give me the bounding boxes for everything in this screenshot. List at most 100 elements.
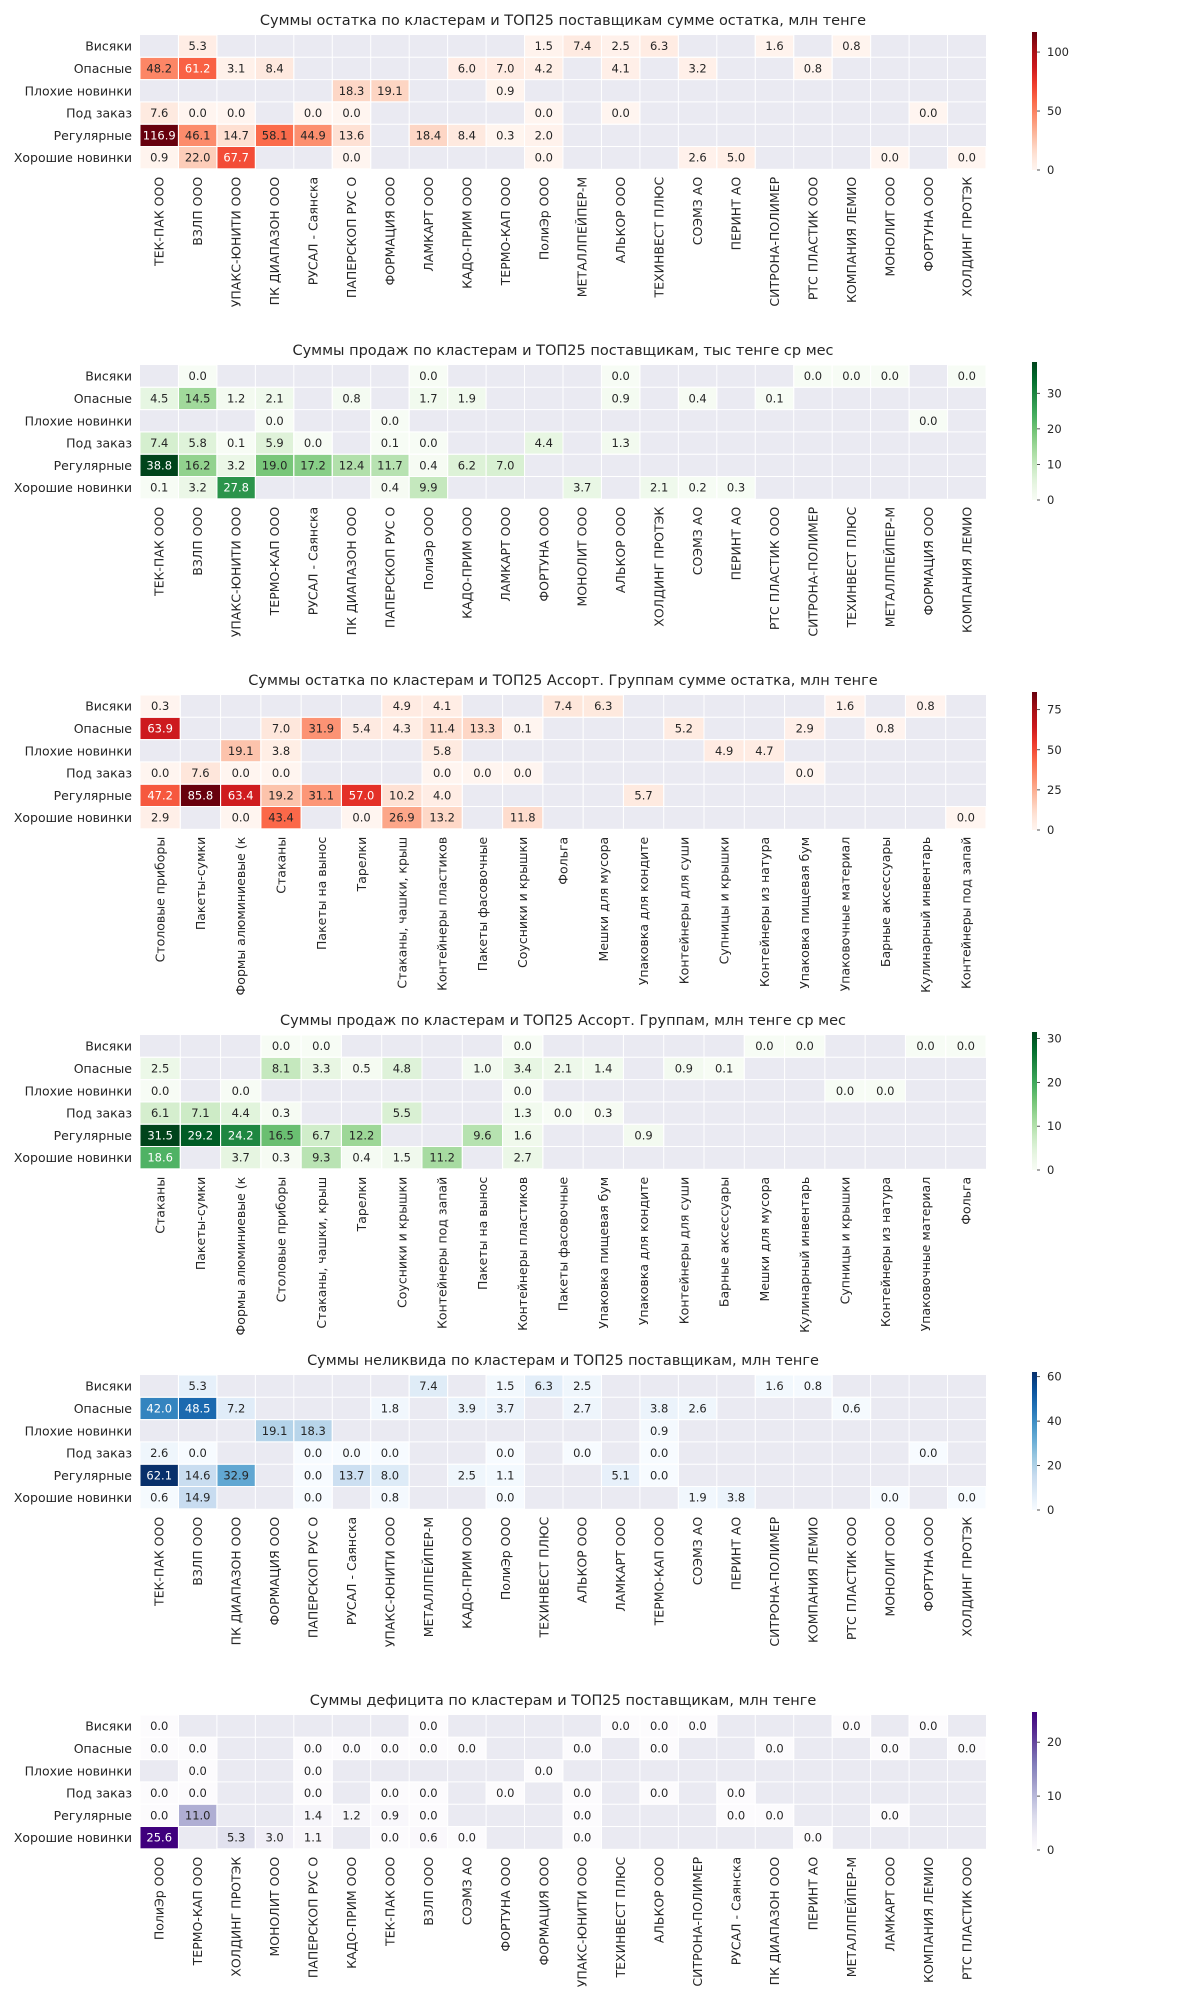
cell-value-label: 18.4 <box>416 128 442 142</box>
cell-value-label: 3.7 <box>496 1401 514 1415</box>
colorbar-tick-label: 0 <box>1047 493 1054 507</box>
cell-value-label: 85.8 <box>188 788 214 802</box>
cell-value-label: 2.5 <box>573 1379 591 1393</box>
cell-value-label: 13.2 <box>429 811 455 825</box>
heatmap-6: Суммы дефицита по кластерам и ТОП25 пост… <box>14 1693 1062 1987</box>
cell-value-label: 14.5 <box>185 391 211 405</box>
column-label: ТЕРМО-КАП ООО <box>190 1857 205 1967</box>
column-label: Упаковка для кондите <box>636 836 651 985</box>
row-label: Под заказ <box>66 1446 132 1461</box>
cell-value-label: 0.0 <box>514 766 532 780</box>
row-label: Под заказ <box>66 106 132 121</box>
column-label: МОНОЛИТ ООО <box>267 1857 282 1957</box>
cell-value-label: 31.5 <box>147 1128 173 1142</box>
cell-value-label: 19.1 <box>262 1424 288 1438</box>
cell-value-label: 0.2 <box>688 481 706 495</box>
column-label: Супницы и крышки <box>838 1177 853 1305</box>
column-label: КОМПАНИЯ ЛЕМИО <box>921 1857 936 1983</box>
column-label: ВЗЛП ООО <box>190 1517 205 1586</box>
colorbar <box>1032 692 1037 830</box>
cell-value-label: 63.4 <box>228 788 254 802</box>
row-label: Плохие новинки <box>25 1763 132 1778</box>
cell-value-label: 25.6 <box>146 1831 172 1845</box>
cell-value-label: 7.2 <box>227 1401 245 1415</box>
colorbar-tick-label: 0 <box>1047 1163 1054 1177</box>
colorbar-tick-label: 10 <box>1047 457 1062 471</box>
colorbar <box>1032 362 1037 500</box>
cell-value-label: 13.6 <box>339 128 365 142</box>
cell-value-label: 0.0 <box>151 766 169 780</box>
cell-value-label: 3.4 <box>514 1061 532 1075</box>
column-label: Контейнеры под запай <box>435 1177 450 1329</box>
column-label: Упаковка для кондите <box>636 1176 651 1325</box>
cell-value-label: 31.1 <box>308 788 334 802</box>
cell-value-label: 2.1 <box>265 391 283 405</box>
cell-value-label: 0.0 <box>150 1786 168 1800</box>
cell-value-label: 0.0 <box>796 1039 814 1053</box>
cell-value-label: 11.0 <box>185 1808 211 1822</box>
column-label: Столовые приборы <box>274 1177 289 1303</box>
cell-value-label: 0.0 <box>342 1741 360 1755</box>
cell-value-label: 0.5 <box>352 1061 370 1075</box>
column-label: РТС ПЛАСТИК ООО <box>767 507 782 630</box>
colorbar-tick-label: 30 <box>1047 386 1062 400</box>
colorbar-tick-label: 10 <box>1047 1789 1062 1803</box>
cell-value-label: 0.0 <box>419 1808 437 1822</box>
cell-value-label: 0.0 <box>304 1764 322 1778</box>
cell-value-label: 14.7 <box>223 128 249 142</box>
column-label: ПАПЕРСКОП РУС О <box>382 507 397 628</box>
cell-value-label: 1.6 <box>514 1128 532 1142</box>
cell-value-label: 2.5 <box>612 39 630 53</box>
cell-value-label: 0.0 <box>227 106 245 120</box>
cell-value-label: 6.7 <box>312 1128 330 1142</box>
cell-value-label: 4.9 <box>393 699 411 713</box>
cell-value-label: 0.0 <box>796 766 814 780</box>
cell-value-label: 1.6 <box>765 39 783 53</box>
cell-value-label: 11.4 <box>429 721 455 735</box>
cell-value-label: 1.6 <box>836 699 854 713</box>
column-label: ПК ДИАПАЗОН ООО <box>267 177 282 306</box>
cell-value-label: 48.5 <box>185 1401 211 1415</box>
cell-value-label: 0.0 <box>612 106 630 120</box>
cell-value-label: 0.6 <box>150 1491 168 1505</box>
column-label: КОМПАНИЯ ЛЕМИО <box>844 177 859 303</box>
colorbar-tick-label: 100 <box>1047 45 1069 59</box>
column-label: Тарелки <box>354 837 369 893</box>
row-label: Плохие новинки <box>25 1083 132 1098</box>
column-label: ПЕРИНТ АО <box>729 1517 744 1591</box>
column-label: Барные аксессуары <box>717 1177 732 1307</box>
row-label: Плохие новинки <box>25 413 132 428</box>
cell-value-label: 0.0 <box>727 1808 745 1822</box>
cell-value-label: 0.0 <box>514 1084 532 1098</box>
cell-value-label: 0.0 <box>554 1106 572 1120</box>
cell-value-label: 31.9 <box>308 721 334 735</box>
cell-value-label: 0.4 <box>381 481 399 495</box>
row-label: Регулярные <box>54 1468 133 1483</box>
column-label: ВЗЛП ООО <box>421 1857 436 1926</box>
cell-value-label: 4.1 <box>433 699 451 713</box>
cell-value-label: 17.2 <box>300 458 326 472</box>
cell-value-label: 16.2 <box>185 458 211 472</box>
cell-value-label: 57.0 <box>349 788 375 802</box>
column-label: КАДО-ПРИМ ООО <box>344 1857 359 1969</box>
column-label: Мешки для мусора <box>596 837 611 962</box>
cell-value-label: 38.8 <box>146 458 172 472</box>
row-label: Опасные <box>74 1061 133 1076</box>
cell-value-label: 6.1 <box>151 1106 169 1120</box>
cell-value-label: 0.0 <box>304 1491 322 1505</box>
cell-value-label: 0.9 <box>381 1808 399 1822</box>
row-label: Под заказ <box>66 436 132 451</box>
row-label: Опасные <box>74 1741 133 1756</box>
cell-value-label: 4.4 <box>232 1106 250 1120</box>
cell-value-label: 0.6 <box>842 1401 860 1415</box>
column-label: РТС ПЛАСТИК ООО <box>959 1857 974 1980</box>
cell-value-label: 0.0 <box>612 1719 630 1733</box>
cell-value-label: 3.1 <box>227 61 245 75</box>
cell-value-label: 0.0 <box>304 436 322 450</box>
cell-value-label: 0.0 <box>612 369 630 383</box>
cell-value-label: 13.7 <box>339 1468 365 1482</box>
cell-value-label: 46.1 <box>185 128 211 142</box>
cell-value-label: 0.0 <box>419 436 437 450</box>
column-label: ПолиЭр ООО <box>152 1857 167 1940</box>
cell-value-label: 3.0 <box>265 1831 283 1845</box>
